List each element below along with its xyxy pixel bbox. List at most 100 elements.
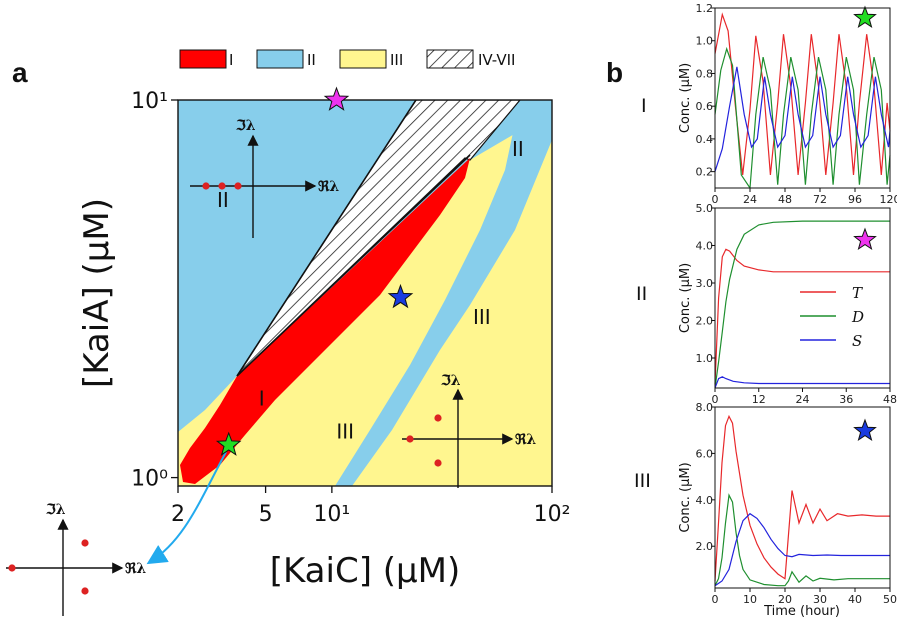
- panel-label-b: b: [606, 57, 623, 88]
- region-i: [180, 158, 470, 484]
- phase-legend: I II III IV-VII: [179, 49, 515, 69]
- x-tick-label: 10¹: [313, 502, 350, 527]
- x-tick-label: 0: [712, 393, 719, 406]
- boundary-line-right: [236, 154, 471, 377]
- x-tick-label: 36: [839, 393, 853, 406]
- panel-frame: [714, 406, 891, 589]
- eigenvalue-dot: [406, 435, 414, 443]
- x-tick-label: 72: [813, 193, 827, 206]
- phase-ticks: 2 5 10¹ 10² 10⁰ 10¹: [131, 89, 570, 527]
- timeseries-ylabel: Conc. (μM): [678, 462, 693, 532]
- legend-label-region-i: I: [229, 51, 233, 69]
- inset-real-axis-label: ℜλ: [125, 561, 146, 577]
- timeseries-panel-3: 0 10 20 30 40 50 2.0 4.0 6.0 8.0 Conc. (μM): [678, 401, 897, 606]
- marker-star-green: [853, 5, 877, 29]
- region-ii-upper: [178, 100, 552, 432]
- eigenvalue-dot: [234, 182, 242, 190]
- legend-label-region-iii: III: [390, 51, 403, 69]
- inset-real-axis-label: ℜλ: [318, 179, 339, 195]
- eigen-inset-region-ii: ℜλ ℑλ: [190, 118, 339, 238]
- series-line-t: [714, 414, 890, 582]
- legend-label-region-ii: II: [307, 51, 316, 69]
- regime-label-iii: III: [634, 470, 651, 492]
- phase-xlabel: [KaiC] (μM): [270, 551, 461, 591]
- panel-label-a: a: [12, 57, 28, 88]
- legend-label-t: T: [852, 284, 863, 302]
- x-tick-label: 48: [883, 393, 897, 406]
- phase-diagram-regions: [178, 100, 552, 486]
- regime-label-i: I: [641, 95, 647, 117]
- y-tick-label: 10¹: [131, 89, 168, 114]
- series-line-d: [714, 493, 890, 587]
- y-tick-label: 3.0: [696, 277, 714, 290]
- timeseries-xlabel: Time (hour): [763, 604, 840, 619]
- marker-star-green: [215, 431, 242, 456]
- inset-imag-axis-label: ℑλ: [235, 118, 256, 134]
- phase-ylabel: [KaiA] (μM): [77, 198, 117, 388]
- region-label: III: [336, 419, 354, 443]
- x-tick-label: 20: [778, 593, 792, 606]
- y-tick-label: 4.0: [696, 494, 714, 507]
- x-tick-label: 5: [259, 502, 273, 527]
- eigenvalue-dot: [81, 539, 89, 547]
- x-tick-label: 0: [712, 593, 719, 606]
- x-tick-label: 0: [712, 193, 719, 206]
- boundary-line-left: [236, 100, 417, 377]
- x-tick-label: 40: [848, 593, 862, 606]
- series-line-s: [714, 66, 891, 172]
- series-line-s: [714, 376, 890, 389]
- y-tick-label: 1.0: [696, 35, 714, 48]
- x-tick-label: 50: [883, 593, 897, 606]
- eigenvalue-dot: [218, 182, 226, 190]
- x-tick-label: 12: [752, 393, 766, 406]
- timeseries-legend: T D S: [800, 284, 864, 350]
- eigenvalue-dot: [434, 459, 442, 467]
- region-ii-band: [335, 100, 552, 486]
- eigenvalue-dot: [8, 564, 16, 572]
- y-tick-label: 6.0: [696, 447, 714, 460]
- y-tick-label: 1.2: [696, 2, 714, 15]
- y-tick-label: 10⁰: [131, 467, 168, 492]
- connector-arrow: [146, 451, 227, 565]
- series-line-d: [714, 220, 890, 389]
- inset-imag-axis-label: ℑλ: [45, 502, 66, 518]
- region-label: I: [259, 387, 265, 411]
- x-tick-label: 10: [743, 593, 757, 606]
- x-tick-label: 96: [848, 193, 862, 206]
- phase-diagram-frame: [177, 99, 553, 487]
- y-tick-label: 2.0: [696, 540, 714, 553]
- y-tick-label: 0.2: [696, 166, 714, 179]
- regime-label-ii: II: [636, 283, 647, 305]
- y-tick-label: 0.4: [696, 133, 714, 146]
- y-tick-label: 0.8: [696, 67, 714, 80]
- x-tick-label: 10²: [534, 502, 571, 527]
- x-tick-label: 24: [743, 193, 757, 206]
- eigenvalue-dot: [434, 414, 442, 422]
- timeseries-panel-2: 0 12 24 36 48 1.0 2.0 3.0 4.0 5.0 Conc. (μM): [678, 202, 897, 406]
- x-tick-label: 2: [171, 502, 185, 527]
- marker-star-blue: [853, 418, 877, 442]
- y-tick-label: 1.0: [696, 352, 714, 365]
- x-tick-label: 120: [880, 193, 897, 206]
- panel-frame: [714, 7, 891, 189]
- eigenvalue-dot: [202, 182, 210, 190]
- legend-label-region-iv-vii: IV-VII: [478, 51, 515, 69]
- marker-star-blue: [387, 283, 414, 309]
- y-tick-label: 4.0: [696, 240, 714, 253]
- y-tick-label: 8.0: [696, 401, 714, 414]
- y-tick-label: 5.0: [696, 202, 714, 215]
- inset-real-axis-label: ℜλ: [515, 432, 536, 448]
- legend-swatch-region-iii: [339, 49, 387, 69]
- phase-markers: [215, 86, 414, 456]
- eigen-inset-region-iii: ℜλ ℑλ: [402, 373, 536, 488]
- timeseries-panel-1: 0 24 48 72 96 120 0.2 0.4 0.6 0.8 1.0 1.2 Conc. (μM): [678, 2, 897, 206]
- legend-swatch-region-i: [179, 49, 227, 69]
- x-tick-label: 24: [796, 393, 810, 406]
- marker-star-magenta: [853, 227, 877, 251]
- x-tick-label: 30: [813, 593, 827, 606]
- series-line-s: [714, 512, 890, 587]
- legend-swatch-region-ii: [256, 49, 304, 69]
- y-tick-label: 0.6: [696, 100, 714, 113]
